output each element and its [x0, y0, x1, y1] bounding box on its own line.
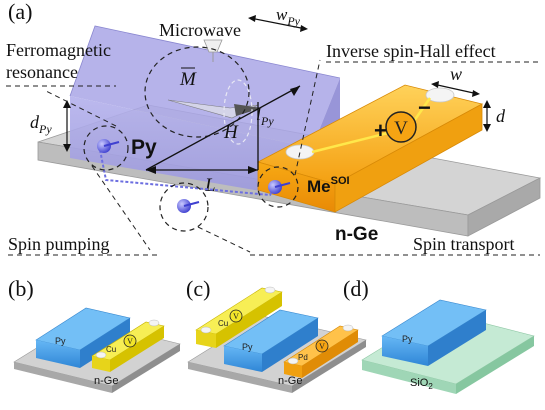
- spin-pumping-label: Spin pumping: [8, 234, 110, 254]
- voltmeter-label-c1: V: [233, 312, 239, 321]
- d-label: d: [496, 106, 506, 126]
- voltmeter-label: V: [394, 118, 408, 139]
- panel-b-tag: (b): [8, 276, 34, 301]
- py-label-b: Py: [55, 336, 66, 346]
- d-py-label: dPy: [30, 112, 52, 136]
- minus-sign: −: [418, 95, 431, 120]
- spin-detection-circle: [257, 166, 299, 208]
- cu-label-c: Cu: [218, 319, 228, 328]
- spin-ball-py: [97, 139, 120, 153]
- dimension-triangle: [145, 85, 301, 174]
- substrate-label-c: n-Ge: [278, 375, 302, 387]
- substrate-nge-label: n-Ge: [335, 224, 378, 245]
- leader-ishe: [294, 59, 321, 176]
- h-label: H: [223, 122, 239, 143]
- panel-a-tag: (a): [8, 0, 32, 24]
- w-dimension: [432, 83, 479, 95]
- leader-spin-transport: [197, 226, 251, 253]
- panel-c: (c) V Cu Py V Pd n-Ge: [186, 276, 367, 393]
- py-label-d: Py: [402, 334, 413, 344]
- me-soi-label: MeSOI: [307, 175, 350, 196]
- substrate-label-d: SiO2: [410, 377, 433, 391]
- voltmeter-label-c2: V: [319, 342, 325, 351]
- spin-transport-circle: [159, 182, 209, 232]
- py-label-c: Py: [242, 342, 253, 352]
- spin-ball-me: [268, 180, 291, 194]
- w-label: w: [450, 64, 462, 84]
- ferromagnetic-label: Ferromagnetic: [6, 40, 111, 60]
- voltmeter-label-b: V: [127, 337, 133, 346]
- panel-b: (b) Py V Cu n-Ge: [8, 276, 181, 393]
- spin-pumping-circle: [83, 125, 129, 171]
- spin-ball-ge: [177, 199, 200, 213]
- magnetization-arrow-icon: [167, 99, 262, 119]
- m-label: M: [179, 69, 197, 90]
- w-py-label: wPy: [276, 5, 301, 28]
- w-py-dimension: [249, 17, 307, 30]
- panel-a: V + − MeSOI M H Py L lPy: [6, 0, 542, 256]
- spin-transport-label: Spin transport: [413, 234, 515, 254]
- ishe-label: Inverse spin-Hall effect: [326, 41, 496, 61]
- cu-label-b: Cu: [106, 345, 116, 354]
- voltmeter-icon: V + −: [374, 95, 431, 143]
- L-label: L: [204, 175, 216, 196]
- fmr-dashed-circle: [144, 46, 250, 138]
- microwave-label: Microwave: [159, 20, 241, 40]
- leader-spin-pumping: [91, 165, 151, 251]
- panel-d-tag: (d): [343, 276, 369, 301]
- substrate-label-b: n-Ge: [94, 375, 118, 387]
- pd-label-c: Pd: [298, 353, 308, 362]
- panel-c-tag: (c): [186, 276, 210, 301]
- panel-d: (d) Py SiO2: [343, 276, 535, 394]
- resonance-label: resonance: [6, 62, 78, 82]
- l-py-label: lPy: [256, 104, 274, 128]
- me-soi-bar: [256, 84, 484, 213]
- py-label: Py: [131, 136, 157, 159]
- leader-fmr: [43, 89, 117, 127]
- plus-sign: +: [374, 118, 387, 143]
